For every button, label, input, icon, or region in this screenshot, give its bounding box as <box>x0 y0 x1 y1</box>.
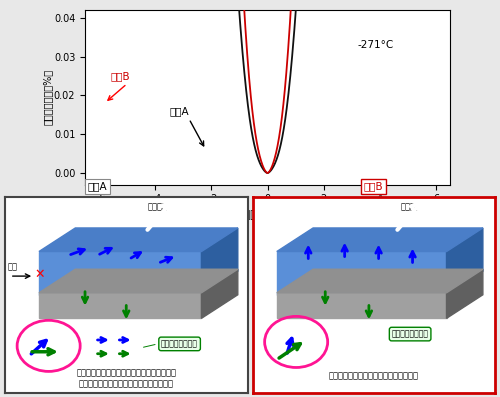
Text: 白金中のスピン流: 白金中のスピン流 <box>392 330 428 339</box>
Polygon shape <box>277 252 446 295</box>
Text: ✕: ✕ <box>35 268 45 281</box>
Polygon shape <box>39 252 202 295</box>
Text: 電流: 電流 <box>8 262 18 271</box>
Polygon shape <box>39 293 202 318</box>
Polygon shape <box>202 228 238 295</box>
Polygon shape <box>202 269 238 318</box>
Text: スピンが直交の場合、スピンの向きが変わる
ことで（スピン移行）、電気抵抗が生じる: スピンが直交の場合、スピンの向きが変わる ことで（スピン移行）、電気抵抗が生じる <box>76 368 176 389</box>
Polygon shape <box>39 269 238 293</box>
Polygon shape <box>39 228 238 252</box>
Text: 白金中のスピン流: 白金中のスピン流 <box>161 339 198 349</box>
Polygon shape <box>277 228 483 252</box>
Text: 条件A: 条件A <box>169 106 189 116</box>
X-axis label: 外部磁場（テスラ）: 外部磁場（テスラ） <box>238 210 298 220</box>
Text: 磁場方向: 磁場方向 <box>400 202 420 211</box>
Polygon shape <box>277 293 446 318</box>
Text: -271°C: -271°C <box>358 40 394 50</box>
Polygon shape <box>446 228 483 295</box>
Text: 条件B: 条件B <box>364 181 384 192</box>
Text: 磁場方向: 磁場方向 <box>148 202 168 211</box>
Text: 条件B: 条件B <box>110 71 130 81</box>
Polygon shape <box>277 269 483 293</box>
Polygon shape <box>446 269 483 318</box>
Y-axis label: 電気抵抗変化（%）: 電気抵抗変化（%） <box>42 69 52 125</box>
Text: 条件A: 条件A <box>88 181 107 192</box>
Text: スピンが平行の場合、スピンはそのまま: スピンが平行の場合、スピンはそのまま <box>329 372 419 381</box>
